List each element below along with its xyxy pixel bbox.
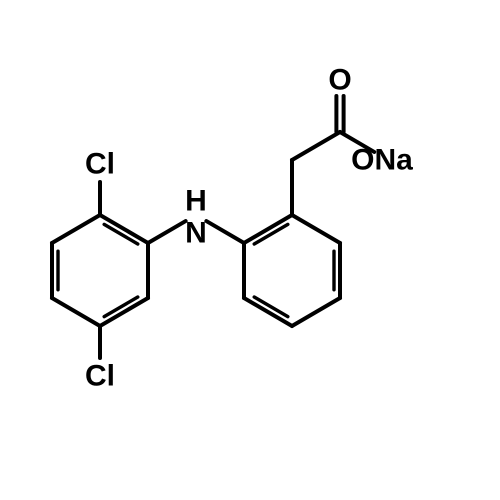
atom-cl1-label: Cl (85, 148, 115, 181)
atom-cl2-label: Cl (85, 360, 115, 393)
atom-h-label: H (185, 185, 207, 218)
atom-o1-label: O (328, 64, 351, 97)
molecule-diagram: Cl Cl NH O ONa (0, 0, 500, 500)
canvas-background (0, 0, 500, 500)
atom-o2-label: ONa (351, 144, 413, 177)
atom-n-label: N (185, 217, 207, 250)
